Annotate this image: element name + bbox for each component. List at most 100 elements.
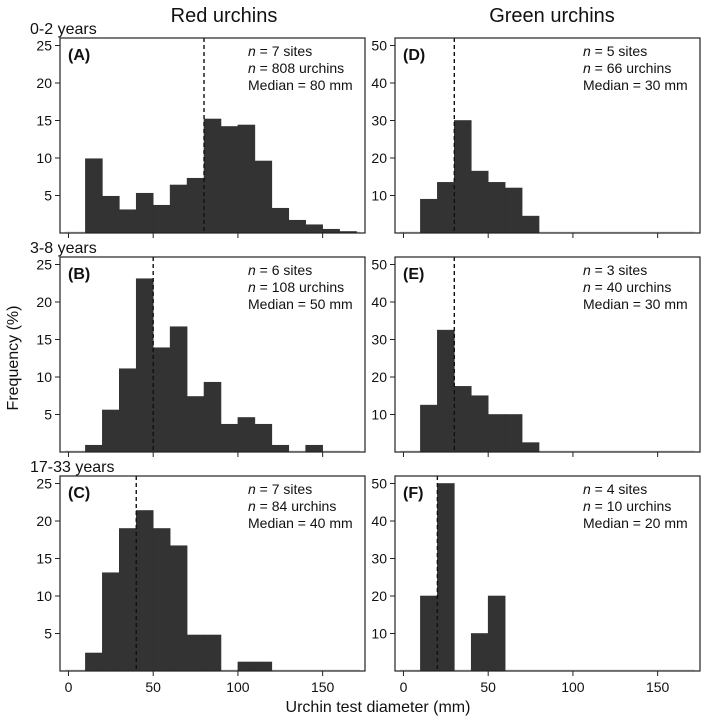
histogram-bar: [186, 396, 205, 453]
stat-line: n = 108 urchins: [248, 279, 344, 295]
stat-line: Median = 30 mm: [583, 296, 688, 312]
histogram-bar: [288, 219, 306, 234]
x-tick-label: 150: [646, 679, 670, 695]
x-tick-label: 100: [226, 679, 250, 695]
histogram-bar: [521, 215, 540, 234]
histogram-bar: [203, 634, 222, 672]
histogram-bar: [169, 545, 188, 672]
histogram-bar: [487, 182, 506, 234]
histogram-bar: [521, 442, 540, 453]
x-tick-label: 0: [400, 679, 408, 695]
y-tick-label: 10: [36, 369, 52, 385]
y-tick-label: 40: [371, 294, 387, 310]
y-tick-label: 20: [371, 588, 387, 604]
stat-line: n = 3 sites: [583, 262, 647, 278]
panel-label: (D): [403, 47, 425, 64]
panel-frame: [59, 256, 366, 453]
histogram-bar: [271, 444, 290, 453]
histogram-bar: [169, 326, 188, 453]
histogram-bar: [305, 444, 323, 453]
x-tick-label: 150: [311, 679, 335, 695]
histogram-bar: [135, 278, 154, 453]
histogram-bar: [152, 347, 171, 453]
panel-label: (F): [403, 485, 423, 502]
histogram-bar: [135, 192, 154, 234]
stat-line: n = 4 sites: [583, 481, 647, 497]
histogram-bar: [186, 177, 205, 234]
y-tick-label: 25: [36, 476, 52, 492]
histogram-bar: [437, 182, 455, 234]
histogram-bar: [237, 124, 256, 234]
y-tick-label: 50: [371, 38, 387, 54]
histogram-bar: [102, 572, 120, 672]
y-tick-label: 20: [36, 513, 52, 529]
histogram-bar: [420, 404, 438, 453]
stat-line: n = 7 sites: [248, 43, 312, 59]
histogram-bar: [220, 126, 239, 234]
y-tick-label: 30: [371, 551, 387, 567]
y-axis-title: Frequency (%): [5, 306, 22, 411]
histogram-bar: [102, 195, 120, 234]
stat-line: Median = 80 mm: [248, 77, 353, 93]
histogram-bar: [420, 595, 438, 672]
x-tick-label: 100: [561, 679, 585, 695]
histogram-bar: [102, 409, 120, 453]
histogram-bar: [470, 170, 489, 234]
histogram-bar: [237, 661, 256, 672]
panel-label: (C): [68, 485, 90, 502]
y-tick-label: 15: [36, 551, 52, 567]
histogram-bar: [119, 368, 137, 453]
panel-frame: [59, 37, 366, 234]
column-title-green: Green urchins: [489, 5, 615, 27]
histogram-bar: [152, 204, 171, 234]
histogram-bar: [470, 633, 489, 672]
y-tick-label: 20: [371, 369, 387, 385]
y-tick-label: 10: [371, 188, 387, 204]
histogram-bar: [119, 528, 137, 672]
y-tick-label: 20: [371, 150, 387, 166]
y-tick-label: 15: [36, 113, 52, 129]
y-tick-label: 10: [371, 626, 387, 642]
histogram-bar: [135, 510, 154, 672]
histogram-bar: [254, 423, 273, 453]
stat-line: n = 7 sites: [248, 481, 312, 497]
histogram-bar: [203, 381, 222, 453]
histogram-bar: [254, 160, 273, 234]
stat-line: n = 6 sites: [248, 262, 312, 278]
panel-frame: [394, 37, 701, 234]
histogram-bar: [437, 483, 455, 672]
histogram-bar: [152, 528, 171, 672]
stat-line: n = 5 sites: [583, 43, 647, 59]
y-tick-label: 40: [371, 513, 387, 529]
column-title-red: Red urchins: [171, 5, 278, 27]
x-axis-title: Urchin test diameter (mm): [286, 699, 471, 716]
row-label-17-33-years: 17-33 years: [30, 459, 115, 476]
histogram-bar: [437, 329, 455, 453]
y-tick-label: 30: [371, 332, 387, 348]
y-tick-label: 40: [371, 75, 387, 91]
x-tick-label: 50: [145, 679, 161, 695]
y-tick-label: 20: [36, 75, 52, 91]
y-tick-label: 5: [44, 626, 52, 642]
x-tick-label: 50: [480, 679, 496, 695]
panel-label: (B): [68, 266, 90, 283]
y-tick-label: 10: [371, 407, 387, 423]
histogram-bar: [220, 423, 239, 453]
y-tick-label: 50: [371, 257, 387, 273]
histogram-bar: [186, 634, 205, 672]
histogram-bar: [271, 207, 290, 234]
y-tick-label: 10: [36, 588, 52, 604]
histogram-bar: [454, 120, 472, 234]
histogram-bar: [237, 417, 256, 453]
x-tick-label: 0: [65, 679, 73, 695]
stat-line: n = 66 urchins: [583, 60, 671, 76]
stat-line: n = 10 urchins: [583, 498, 671, 514]
y-tick-label: 5: [44, 188, 52, 204]
stat-line: Median = 50 mm: [248, 296, 353, 312]
stat-line: n = 808 urchins: [248, 60, 344, 76]
